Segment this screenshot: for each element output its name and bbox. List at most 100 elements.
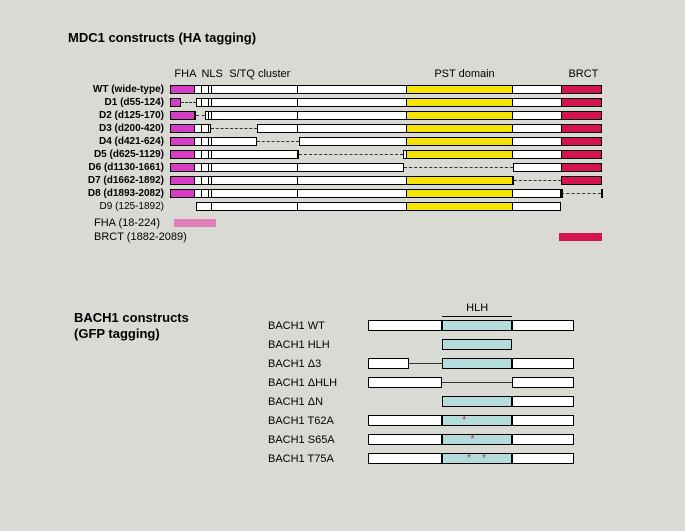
bach1-seg xyxy=(368,434,442,445)
mdc1-gap xyxy=(561,193,600,194)
bach1-seg xyxy=(442,339,512,350)
mutation-star: * xyxy=(482,453,486,464)
bach1-row-label: BACH1 T62A xyxy=(268,415,363,427)
mdc1-seg xyxy=(406,111,514,120)
mdc1-row-label: D7 (d1662-1892) xyxy=(64,175,164,186)
mdc1-row-label: D2 (d125-170) xyxy=(64,110,164,121)
mutation-star: * xyxy=(470,434,474,445)
hlh-header-line xyxy=(442,316,512,317)
bach1-row-label: BACH1 HLH xyxy=(268,339,363,351)
bach1-seg xyxy=(368,453,442,464)
mdc1-seg xyxy=(406,202,514,211)
mdc1-seg xyxy=(406,176,514,185)
bach1-row-label: BACH1 WT xyxy=(268,320,363,332)
mdc1-seg xyxy=(211,137,257,146)
mdc1-seg xyxy=(205,111,209,120)
bach1-seg xyxy=(368,415,442,426)
mdc1-seg xyxy=(561,124,602,133)
mdc1-isolate-bar xyxy=(559,233,602,241)
mdc1-seg xyxy=(561,98,602,107)
mdc1-seg xyxy=(406,150,514,159)
bach1-seg xyxy=(368,377,442,388)
mdc1-seg xyxy=(201,137,209,146)
mdc1-seg xyxy=(170,111,195,120)
mdc1-seg xyxy=(170,98,181,107)
mdc1-seg xyxy=(561,111,602,120)
bach1-seg xyxy=(442,358,512,369)
mdc1-seg xyxy=(170,124,195,133)
mdc1-seg xyxy=(170,189,195,198)
hlh-header-label: HLH xyxy=(462,302,492,314)
bach1-seg xyxy=(512,453,574,464)
mutation-star: * xyxy=(467,453,471,464)
bach1-seg xyxy=(442,396,512,407)
bach1-row-label: BACH1 T75A xyxy=(268,453,363,465)
mdc1-seg xyxy=(201,124,209,133)
mdc1-seg xyxy=(561,150,602,159)
bach1-seg xyxy=(512,377,574,388)
mdc1-seg xyxy=(201,85,209,94)
mdc1-seg xyxy=(406,189,514,198)
bach1-seg xyxy=(442,415,512,426)
mdc1-seg xyxy=(170,150,195,159)
mdc1-seg xyxy=(201,176,209,185)
bach1-title-1: BACH1 constructs xyxy=(74,310,189,325)
bach1-seg xyxy=(512,434,574,445)
mdc1-seg xyxy=(201,150,209,159)
bach1-seg xyxy=(512,415,574,426)
bach1-seg xyxy=(512,396,574,407)
mdc1-seg xyxy=(561,85,602,94)
mdc1-gap xyxy=(211,128,256,129)
mdc1-row-label: D8 (d1893-2082) xyxy=(64,188,164,199)
domain-label-pst: PST domain xyxy=(425,68,505,80)
domain-label-brct: BRCT xyxy=(563,68,603,80)
mdc1-gap xyxy=(299,154,403,155)
mdc1-d9-label: D9 (125-1892) xyxy=(64,201,164,212)
mdc1-row-label: D5 (d625-1129) xyxy=(64,149,164,160)
mdc1-seg xyxy=(211,150,298,159)
mdc1-gap xyxy=(257,141,299,142)
bach1-row-label: BACH1 S65A xyxy=(268,434,363,446)
mdc1-row-label: D1 (d55-124) xyxy=(64,97,164,108)
mdc1-row-label: D3 (d200-420) xyxy=(64,123,164,134)
mdc1-seg xyxy=(201,189,209,198)
bach1-row-label: BACH1 ΔN xyxy=(268,396,363,408)
bach1-seg xyxy=(368,320,442,331)
bach1-seg xyxy=(512,358,574,369)
mdc1-seg xyxy=(406,124,514,133)
mdc1-seg xyxy=(406,137,514,146)
mdc1-seg xyxy=(211,111,298,120)
mdc1-isolate-bar xyxy=(174,219,217,227)
mdc1-row-label: D6 (d1130-1661) xyxy=(64,162,164,173)
bach1-gap xyxy=(442,382,512,383)
mdc1-seg xyxy=(257,124,298,133)
bach1-row-label: BACH1 Δ3 xyxy=(268,358,363,370)
mdc1-seg xyxy=(211,163,298,172)
mdc1-seg xyxy=(211,189,298,198)
bach1-seg xyxy=(368,358,409,369)
mdc1-seg xyxy=(561,137,602,146)
bach1-row-label: BACH1 ΔHLH xyxy=(268,377,363,389)
mdc1-seg xyxy=(170,85,195,94)
mutation-star: * xyxy=(462,415,466,426)
mdc1-seg xyxy=(201,98,209,107)
bach1-seg xyxy=(442,453,512,464)
mdc1-title: MDC1 constructs (HA tagging) xyxy=(68,30,256,45)
mdc1-gap xyxy=(514,180,562,181)
bach1-gap xyxy=(409,363,442,364)
bach1-title-2: (GFP tagging) xyxy=(74,326,160,341)
bach1-seg xyxy=(442,320,512,331)
domain-label-fha: FHA xyxy=(170,68,200,80)
mdc1-isolate-label: BRCT (1882-2089) xyxy=(94,231,187,243)
mdc1-gap xyxy=(196,115,205,116)
mdc1-seg xyxy=(211,85,298,94)
mdc1-seg xyxy=(201,163,209,172)
mdc1-isolate-label: FHA (18-224) xyxy=(94,217,160,229)
mdc1-seg xyxy=(561,176,602,185)
bach1-seg xyxy=(442,434,512,445)
mdc1-row-label: D4 (d421-624) xyxy=(64,136,164,147)
mdc1-gap xyxy=(404,167,514,168)
domain-label-stq: S/TQ cluster xyxy=(220,68,300,80)
mdc1-row-label: WT (wide-type) xyxy=(64,84,164,95)
mdc1-seg xyxy=(170,176,195,185)
